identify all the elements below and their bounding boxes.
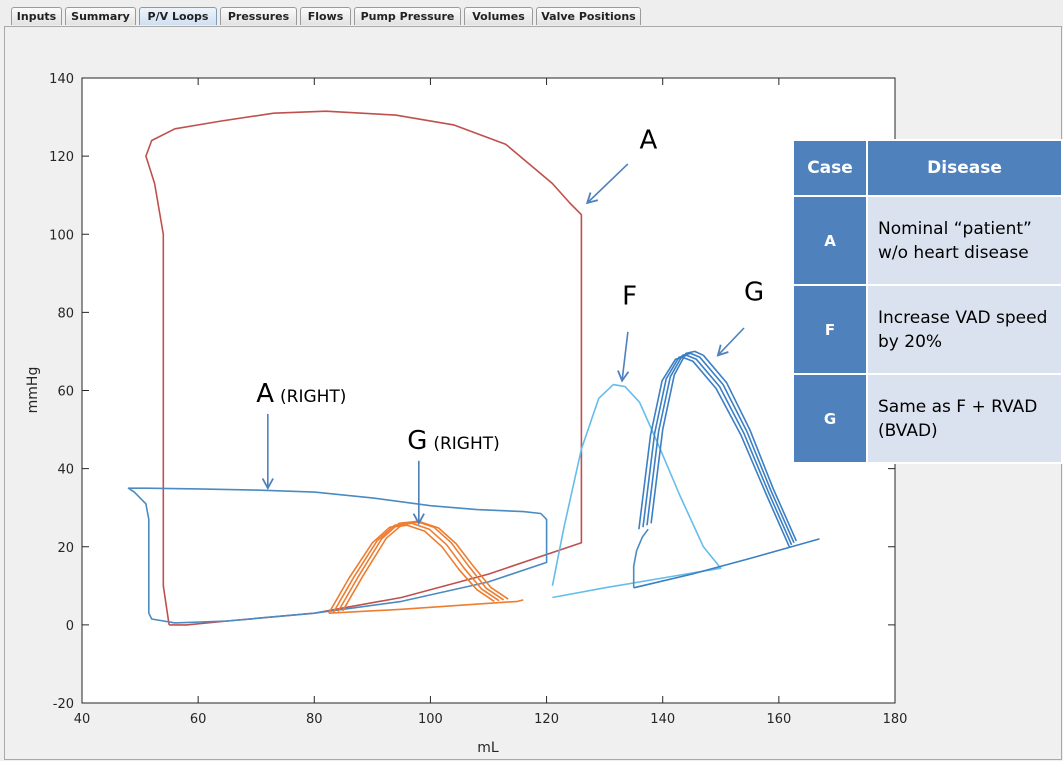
tab-pressures[interactable]: Pressures: [220, 7, 297, 25]
legend-description-line: by 20%: [878, 331, 943, 352]
y-axis-label: mmHg: [25, 367, 41, 414]
legend-description-line: Increase VAD speed: [878, 307, 1048, 328]
tab-inputs[interactable]: Inputs: [11, 7, 62, 25]
y-tick-label: 100: [49, 228, 74, 243]
y-tick-label: 60: [57, 385, 74, 400]
case-legend-table: Case Disease A Nominal “patient” w/o hea…: [792, 139, 1063, 464]
tab-flows[interactable]: Flows: [300, 7, 351, 25]
x-tick-label: 140: [650, 712, 675, 727]
series-line: [328, 524, 495, 614]
tab-summary[interactable]: Summary: [65, 7, 136, 25]
y-tick-label: 140: [49, 72, 74, 87]
y-tick-label: 120: [49, 150, 74, 165]
y-tick-label: 40: [57, 463, 74, 478]
legend-description-line: Same as F + RVAD: [878, 396, 1038, 417]
legend-header-case: Case: [794, 141, 866, 195]
legend-header-disease: Disease: [868, 141, 1061, 195]
series-line: [332, 522, 500, 613]
x-axis-label: mL: [477, 740, 499, 756]
annotation-arrowhead: [617, 370, 630, 383]
annotation-arrowhead: [585, 192, 599, 205]
legend-header-row: Case Disease: [794, 141, 1061, 195]
legend-case: F: [794, 286, 866, 373]
x-tick-label: 120: [534, 712, 559, 727]
legend-description-line: (BVAD): [878, 420, 938, 441]
legend-row: A Nominal “patient” w/o heart disease: [794, 197, 1061, 284]
legend-description: Increase VAD speed by 20%: [868, 286, 1061, 373]
series-line: [328, 599, 524, 614]
series-line: [145, 110, 583, 626]
annotation-arrowhead: [716, 344, 729, 357]
annotation-arrowhead: [261, 478, 274, 491]
series-line: [127, 487, 548, 624]
legend-row: G Same as F + RVAD (BVAD): [794, 375, 1061, 462]
annotation-arrowhead: [412, 513, 425, 526]
series-line: [633, 538, 820, 589]
series-line: [551, 383, 722, 599]
series-line: [342, 521, 509, 612]
y-tick-label: 20: [57, 541, 74, 556]
series-line: [642, 354, 793, 546]
series-line: [650, 350, 798, 542]
annotation-arrow: [621, 331, 629, 381]
y-tick-label: -20: [53, 697, 74, 712]
x-tick-label: 60: [190, 712, 207, 727]
legend-case: G: [794, 375, 866, 462]
annotation-arrow: [586, 163, 629, 204]
y-tick-label: 80: [57, 306, 74, 321]
x-tick-label: 100: [418, 712, 443, 727]
legend-case: A: [794, 197, 866, 284]
annotation-label: G: [744, 278, 764, 308]
tab-pump-pressure[interactable]: Pump Pressure: [354, 7, 461, 25]
series-line: [638, 356, 791, 548]
tab-volumes[interactable]: Volumes: [464, 7, 533, 25]
annotation-arrow: [717, 327, 745, 356]
annotation-label: A: [639, 125, 657, 155]
series-line: [632, 528, 649, 588]
x-tick-label: 40: [74, 712, 91, 727]
legend-description-line: Nominal “patient”: [878, 218, 1032, 239]
tab-bar: Inputs Summary P/V Loops Pressures Flows…: [0, 0, 1063, 28]
legend-description-line: w/o heart disease: [878, 242, 1029, 263]
x-tick-label: 80: [306, 712, 323, 727]
legend-row: F Increase VAD speed by 20%: [794, 286, 1061, 373]
series-line: [646, 352, 795, 544]
legend-description: Same as F + RVAD (BVAD): [868, 375, 1061, 462]
y-tick-label: 0: [66, 619, 74, 634]
x-tick-label: 160: [766, 712, 791, 727]
annotation-label: F: [622, 282, 637, 312]
tab-pv-loops[interactable]: P/V Loops: [139, 7, 217, 25]
x-tick-label: 180: [883, 712, 908, 727]
plot-area: [81, 77, 896, 704]
legend-description: Nominal “patient” w/o heart disease: [868, 197, 1061, 284]
tab-valve-positions[interactable]: Valve Positions: [536, 7, 641, 25]
